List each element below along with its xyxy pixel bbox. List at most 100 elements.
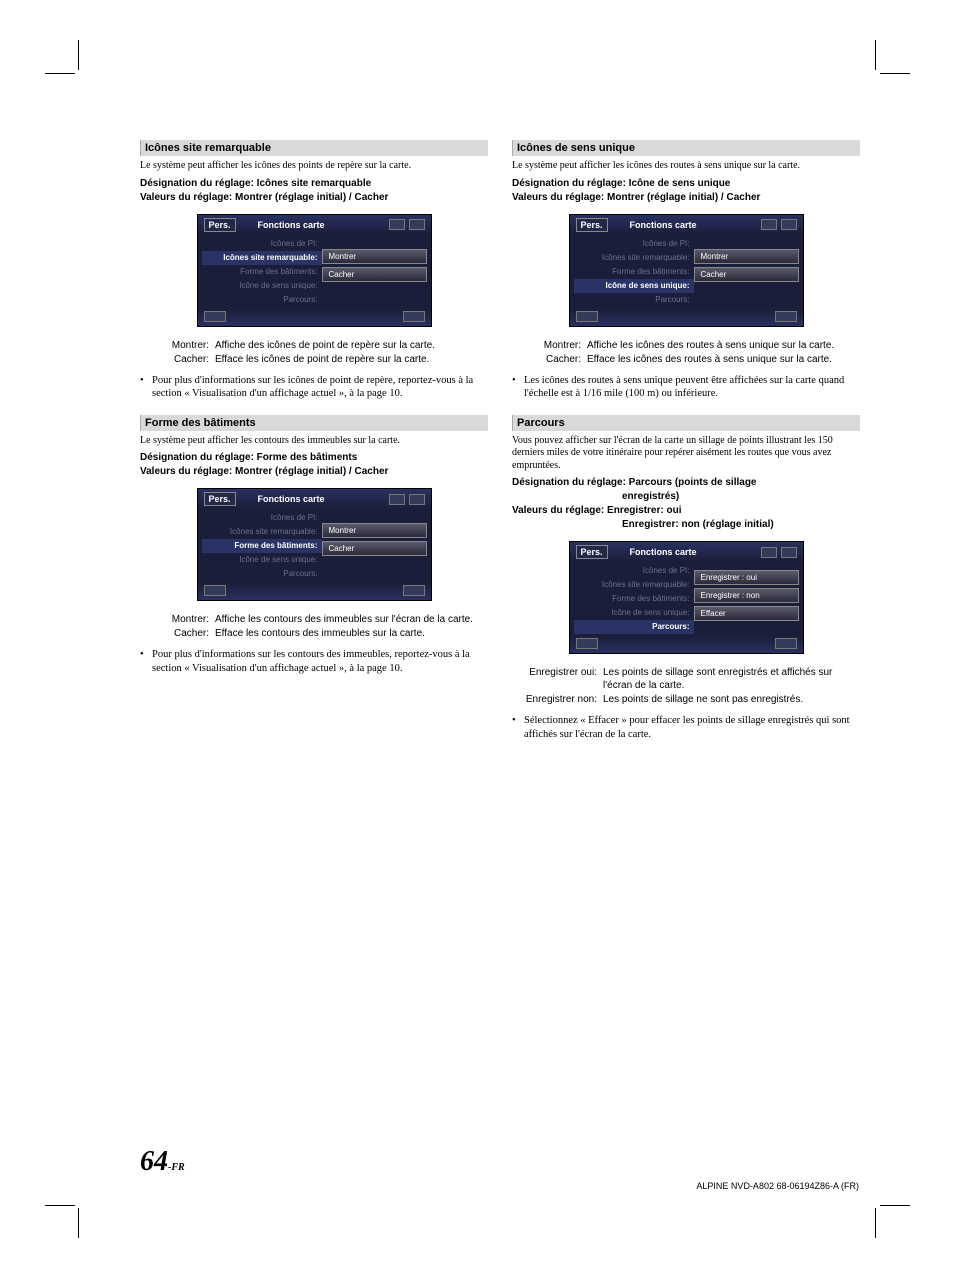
- ss-header-icons: [389, 219, 425, 230]
- bullet-text: Sélectionnez « Effacer » pour effacer le…: [524, 714, 860, 741]
- definition-list: Enregistrer oui: Les points de sillage s…: [518, 666, 860, 706]
- ui-screenshot-icons-site: Pers. Fonctions carte Icônes de PI: Icôn…: [197, 214, 432, 327]
- ss-header-icons: [761, 547, 797, 558]
- ss-pers-label: Pers.: [576, 545, 608, 559]
- bullet-note: • Les icônes des routes à sens unique pe…: [512, 374, 860, 401]
- ss-pers-label: Pers.: [204, 218, 236, 232]
- bullet-text: Pour plus d'informations sur les icônes …: [152, 374, 488, 401]
- ss-menu-item-active: Parcours:: [574, 620, 694, 634]
- header-icon: [781, 547, 797, 558]
- ss-header: Pers. Fonctions carte: [198, 215, 431, 235]
- ss-menu-item: Forme des bâtiments:: [574, 592, 694, 606]
- ss-option-button: Effacer: [694, 606, 799, 621]
- valeurs-line2: Enregistrer: non (réglage initial): [512, 518, 860, 531]
- ss-header: Pers. Fonctions carte: [570, 542, 803, 562]
- def-row: Enregistrer oui: Les points de sillage s…: [518, 666, 860, 692]
- right-column: Icônes de sens unique Le système peut af…: [512, 140, 860, 756]
- def-row: Cacher: Efface les contours des immeuble…: [160, 627, 488, 640]
- valeurs-label: Valeurs du réglage: Montrer (réglage ini…: [140, 465, 488, 478]
- designation-line1: Désignation du réglage: Parcours (points…: [512, 476, 860, 489]
- page-number-value: 64: [140, 1146, 168, 1177]
- ss-menu-item: Icônes de PI:: [202, 237, 322, 251]
- ss-option-button: Montrer: [322, 523, 427, 538]
- ss-menu-item-active: Icônes site remarquable:: [202, 251, 322, 265]
- section-heading-parcours: Parcours: [512, 415, 860, 431]
- def-term: Enregistrer non:: [518, 693, 603, 706]
- ui-screenshot-forme: Pers. Fonctions carte Icônes de PI: Icôn…: [197, 488, 432, 601]
- def-row: Montrer: Affiche les icônes des routes à…: [532, 339, 860, 352]
- crop-mark: [78, 40, 79, 70]
- valeurs-label: Valeurs du réglage: Montrer (réglage ini…: [512, 191, 860, 204]
- crop-mark: [78, 1208, 79, 1238]
- ss-menu-item: Icônes site remarquable:: [574, 578, 694, 592]
- ss-menu-item: Icônes de PI:: [574, 564, 694, 578]
- def-row: Cacher: Efface les icônes des routes à s…: [532, 353, 860, 366]
- ss-footer: [198, 583, 431, 600]
- definition-list: Montrer: Affiche les icônes des routes à…: [532, 339, 860, 366]
- ss-footer: [570, 636, 803, 653]
- ss-menu-item-active: Forme des bâtiments:: [202, 539, 322, 553]
- ss-option-button: Cacher: [694, 267, 799, 282]
- def-term: Cacher:: [532, 353, 587, 366]
- footer-document-id: ALPINE NVD-A802 68-06194Z86-A (FR): [696, 1181, 859, 1191]
- footer-icon: [204, 585, 226, 596]
- crop-mark: [875, 40, 876, 70]
- bullet-note: • Pour plus d'informations sur les icône…: [140, 374, 488, 401]
- ss-option-button: Montrer: [694, 249, 799, 264]
- ss-header: Pers. Fonctions carte: [198, 489, 431, 509]
- def-desc: Les points de sillage sont enregistrés e…: [603, 666, 860, 692]
- ss-options: Montrer Cacher: [322, 511, 427, 581]
- ss-pers-label: Pers.: [204, 492, 236, 506]
- crop-mark: [45, 73, 75, 74]
- ss-option-button: Cacher: [322, 267, 427, 282]
- def-term: Montrer:: [160, 613, 215, 626]
- ss-menu-item: Parcours:: [202, 293, 322, 307]
- ss-footer: [198, 309, 431, 326]
- ss-pers-label: Pers.: [576, 218, 608, 232]
- def-desc: Affiche des icônes de point de repère su…: [215, 339, 488, 352]
- intro-text: Vous pouvez afficher sur l'écran de la c…: [512, 435, 860, 473]
- valeurs-label: Valeurs du réglage: Montrer (réglage ini…: [140, 191, 488, 204]
- def-row: Montrer: Affiche les contours des immeub…: [160, 613, 488, 626]
- def-desc: Efface les contours des immeubles sur la…: [215, 627, 488, 640]
- bullet-dot: •: [512, 714, 524, 741]
- def-row: Cacher: Efface les icônes de point de re…: [160, 353, 488, 366]
- designation-label: Désignation du réglage: Icône de sens un…: [512, 177, 860, 190]
- header-icon: [761, 547, 777, 558]
- ss-title: Fonctions carte: [258, 494, 325, 504]
- ss-title: Fonctions carte: [630, 547, 697, 557]
- footer-icon: [775, 638, 797, 649]
- footer-icon: [204, 311, 226, 322]
- ss-title: Fonctions carte: [630, 220, 697, 230]
- page-number: 64-FR: [140, 1146, 185, 1178]
- ss-option-button: Enregistrer : non: [694, 588, 799, 603]
- ui-screenshot-parcours: Pers. Fonctions carte Icônes de PI: Icôn…: [569, 541, 804, 654]
- left-column: Icônes site remarquable Le système peut …: [140, 140, 488, 756]
- ss-options: Enregistrer : oui Enregistrer : non Effa…: [694, 564, 799, 634]
- ss-menu-item: Parcours:: [574, 293, 694, 307]
- footer-icon: [576, 638, 598, 649]
- def-desc: Les points de sillage ne sont pas enregi…: [603, 693, 860, 706]
- page-number-suffix: -FR: [168, 1162, 185, 1173]
- def-term: Montrer:: [532, 339, 587, 352]
- def-desc: Affiche les icônes des routes à sens uni…: [587, 339, 860, 352]
- footer-icon: [576, 311, 598, 322]
- section-heading-icons-site: Icônes site remarquable: [140, 140, 488, 156]
- ss-menu-item: Forme des bâtiments:: [202, 265, 322, 279]
- crop-mark: [875, 1208, 876, 1238]
- ss-body: Icônes de PI: Icônes site remarquable: F…: [570, 562, 803, 636]
- intro-text: Le système peut afficher les icônes des …: [140, 160, 488, 173]
- header-icon: [409, 219, 425, 230]
- ss-body: Icônes de PI: Icônes site remarquable: F…: [198, 235, 431, 309]
- crop-mark: [880, 73, 910, 74]
- designation-label: Désignation du réglage: Forme des bâtime…: [140, 451, 488, 464]
- bullet-dot: •: [512, 374, 524, 401]
- bullet-text: Pour plus d'informations sur les contour…: [152, 648, 488, 675]
- ss-menu-list: Icônes de PI: Icônes site remarquable: F…: [574, 237, 694, 307]
- intro-text: Le système peut afficher les icônes des …: [512, 160, 860, 173]
- header-icon: [781, 219, 797, 230]
- bullet-note: • Sélectionnez « Effacer » pour effacer …: [512, 714, 860, 741]
- definition-list: Montrer: Affiche des icônes de point de …: [160, 339, 488, 366]
- def-term: Cacher:: [160, 627, 215, 640]
- ss-body: Icônes de PI: Icônes site remarquable: F…: [570, 235, 803, 309]
